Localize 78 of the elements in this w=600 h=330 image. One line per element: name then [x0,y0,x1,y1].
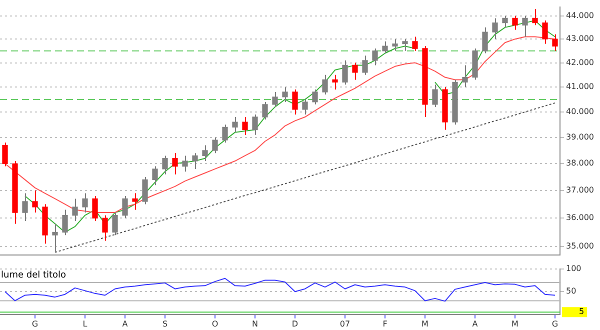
y-tick-label: 40.000 [566,107,594,116]
candlestick [112,212,118,236]
candlestick [232,116,238,133]
candlestick [352,62,358,80]
candlestick [282,86,288,102]
candlestick [22,192,28,222]
y-tick-label: 38.000 [566,158,594,168]
candlestick [482,26,488,54]
candlestick [212,136,218,154]
candlestick [202,144,208,162]
candlestick [252,114,258,136]
candlestick [532,8,538,26]
y-tick-label: 100 [566,264,582,273]
x-tick-label: M [422,319,429,328]
x-tick-label: S [162,319,168,328]
candlestick [512,15,518,30]
y-tick-label: 36.000 [566,213,594,222]
candlestick [122,195,128,219]
candlestick [462,64,468,88]
candlestick [152,166,158,186]
candlestick [322,74,328,95]
y-tick-label: 44.000 [566,11,594,20]
y-tick-label: 41.000 [566,82,594,92]
candlestick [522,15,528,38]
candlestick [412,36,418,52]
candlestick [312,89,318,105]
y-tick-label: 39.000 [566,132,594,142]
candlestick [302,98,308,115]
x-tick-label: G [32,319,38,328]
line-series [54,102,556,253]
y-tick-label: 43.000 [566,34,594,44]
x-tick-label: M [512,319,519,328]
y-tick-label: 50 [566,286,576,296]
candlestick [402,38,408,52]
ref-line-label: 5 [578,307,584,316]
candlestick [342,60,348,86]
candlestick [2,142,8,167]
candlestick [102,214,108,242]
x-tick-label: O [212,319,218,328]
candlestick [172,152,178,175]
candlestick [502,15,508,28]
y-tick-label: 42.000 [566,58,594,67]
candlestick [272,92,278,108]
x-tick-label: L [82,319,88,328]
candlestick [132,192,138,210]
candlestick [262,101,268,120]
candlestick [392,38,398,52]
candlestick [82,192,88,214]
candlestick [72,198,78,222]
x-tick-label: D [292,319,298,328]
candlestick [492,18,498,40]
y-tick-label: 35.000 [566,242,594,251]
candlestick [222,124,228,144]
y-tick-label: 37.000 [566,186,594,195]
candlestick [142,176,148,205]
candlestick [242,116,248,136]
chart-title: lume del titolo [1,270,67,281]
x-tick-label: F [382,319,388,328]
candlestick [362,55,368,76]
candlestick [92,195,98,222]
candlestick [182,155,188,172]
candlestick [162,155,168,175]
candlestick [192,152,198,170]
x-tick-label: A [122,319,128,328]
x-tick-label: N [252,319,258,328]
x-tick-label: A [472,319,478,328]
candlestick [382,40,388,54]
candlestick [32,190,38,214]
x-tick-label: 07 [340,319,350,328]
candlestick [332,74,338,90]
candlestick [52,223,58,253]
x-tick-label: G [552,319,558,328]
candlestick [62,209,68,236]
candlestick [432,84,438,108]
candlestick [292,89,298,115]
candlestick [542,20,548,44]
candlestick [552,34,558,52]
candlestick [372,48,378,66]
